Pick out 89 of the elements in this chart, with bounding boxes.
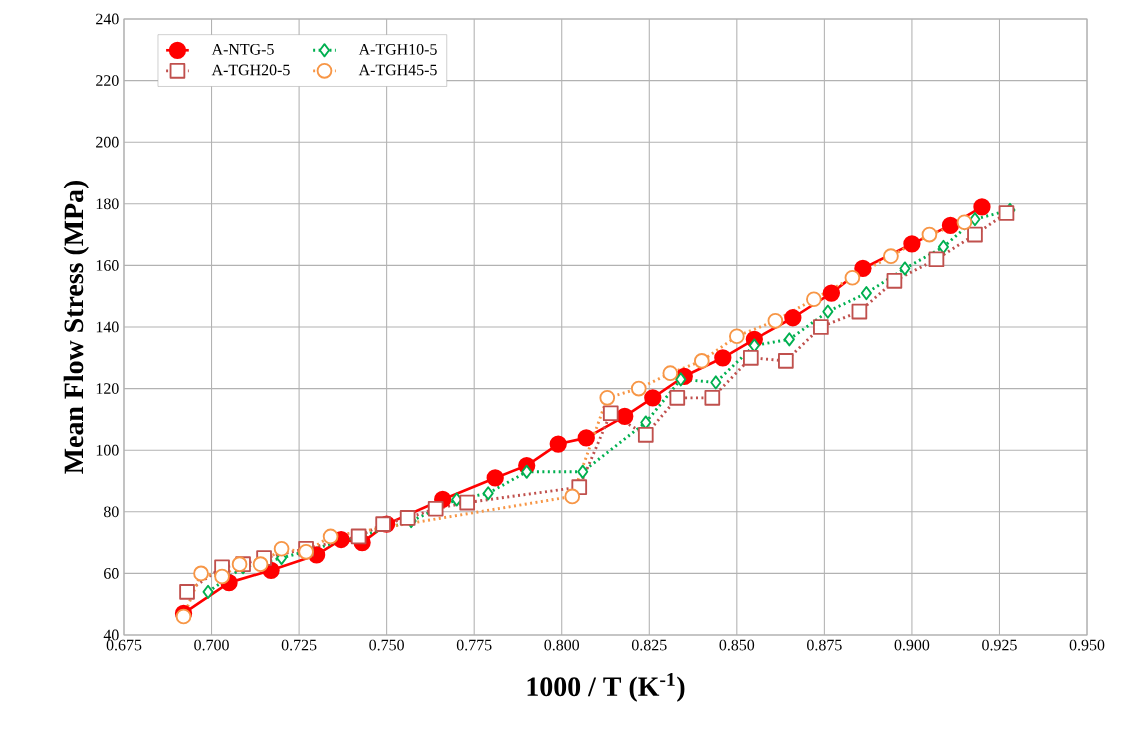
point (521, 464, 533, 479)
y-axis-title: Mean Flow Stress (MPa) (63, 180, 89, 474)
point (322, 528, 339, 545)
x-tick-label: 0.800 (544, 639, 580, 651)
x-tick-label: 0.675 (106, 639, 142, 651)
point (899, 261, 911, 276)
point (675, 372, 687, 387)
x-tick-label: 0.850 (719, 639, 755, 651)
point (921, 226, 938, 243)
point (214, 568, 230, 585)
point (844, 269, 861, 286)
point (851, 303, 868, 320)
x-axis-title: 1000 / T (K$^{-1}$) (527, 672, 685, 702)
point (806, 291, 822, 308)
point (998, 205, 1015, 221)
point (704, 390, 721, 406)
point (822, 284, 841, 302)
point (883, 248, 899, 264)
x-tick-label: 0.900 (894, 639, 930, 651)
y-tick-label: 160 (96, 260, 119, 271)
legend-label: A-TGH45-5 (358, 64, 437, 76)
legend-label: A-NTG-5 (211, 44, 274, 55)
point (969, 212, 981, 227)
point (602, 405, 619, 422)
point (822, 304, 834, 319)
point (179, 584, 195, 600)
point (928, 251, 945, 268)
point (886, 272, 903, 289)
legend-label: A-TGH20-5 (211, 64, 290, 76)
y-tick-label: 140 (96, 321, 119, 333)
point (202, 584, 214, 599)
y-tick-label: 100 (96, 444, 119, 456)
point (669, 390, 686, 406)
point (644, 389, 662, 407)
point (231, 556, 248, 572)
x-tick-label: 0.950 (1069, 639, 1105, 651)
y-tick-label: 120 (96, 383, 119, 394)
y-tick-label: 180 (96, 198, 119, 210)
point (459, 494, 476, 511)
legend-label: A-TGH10-5 (358, 43, 437, 55)
x-tick-label: 0.825 (631, 639, 667, 651)
point (767, 313, 784, 329)
point (252, 556, 269, 572)
y-tick-label: 40 (103, 629, 119, 641)
point (577, 429, 595, 447)
y-tick-label: 80 (103, 506, 119, 518)
y-tick-label: 240 (96, 13, 119, 25)
point (599, 390, 616, 406)
point (662, 365, 679, 382)
point (577, 464, 589, 479)
y-tick-label: 60 (104, 568, 119, 579)
point (941, 216, 960, 234)
point (693, 353, 710, 369)
point (486, 469, 504, 487)
point (549, 435, 567, 453)
point (937, 239, 949, 254)
point (903, 235, 921, 253)
x-tick-label: 0.700 (194, 639, 229, 651)
point (564, 488, 581, 505)
point (273, 540, 290, 557)
point (375, 516, 391, 532)
y-tick-label: 220 (96, 75, 119, 86)
point (784, 309, 802, 327)
x-tick-label: 0.750 (369, 639, 404, 651)
point (714, 349, 732, 367)
x-tick-label: 0.875 (807, 639, 842, 651)
point (710, 375, 722, 390)
point (630, 380, 647, 397)
point (860, 286, 872, 301)
point (728, 328, 745, 345)
point (193, 565, 209, 582)
point (175, 608, 192, 625)
x-tick-label: 0.925 (982, 639, 1017, 651)
point (298, 544, 314, 560)
point (854, 259, 872, 278)
y-tick-label: 200 (96, 136, 119, 148)
point (399, 510, 416, 526)
point (973, 198, 991, 216)
point (813, 319, 829, 335)
x-tick-label: 0.775 (456, 639, 492, 651)
point (482, 486, 494, 501)
point (637, 426, 654, 443)
point (967, 226, 983, 243)
point (778, 353, 794, 369)
point (783, 332, 795, 347)
point (743, 349, 759, 366)
x-tick-label: 0.725 (281, 639, 317, 651)
point (427, 500, 444, 517)
point (956, 214, 973, 231)
